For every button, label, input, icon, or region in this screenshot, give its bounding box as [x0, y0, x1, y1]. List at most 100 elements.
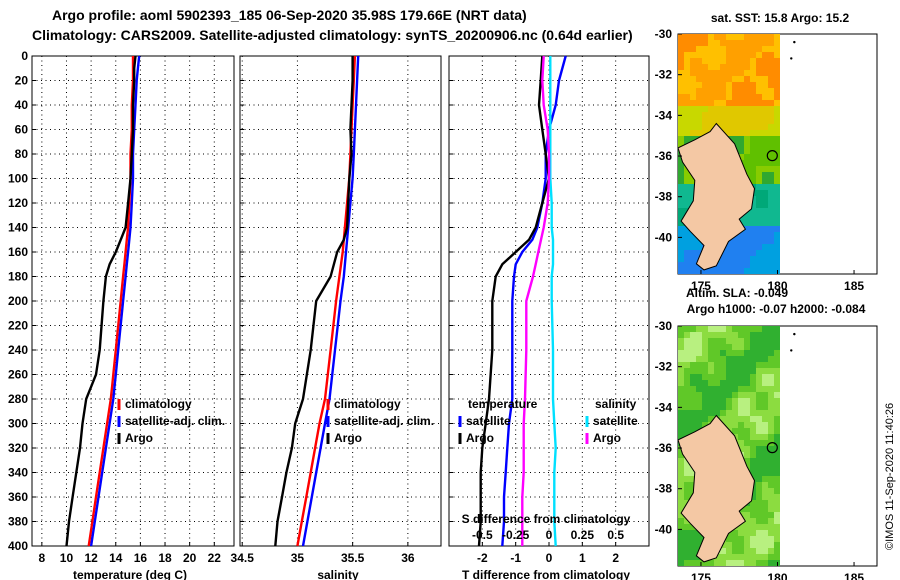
map-cell: [684, 244, 690, 250]
legend-label: climatology: [125, 397, 192, 411]
map-cell: [750, 124, 756, 130]
map-cell: [720, 362, 726, 368]
map-cell: [684, 386, 690, 392]
map-cell: [756, 184, 762, 190]
map-cell: [678, 166, 684, 172]
map-cell: [732, 422, 738, 428]
map-cell: [774, 106, 780, 112]
map-cell: [684, 118, 690, 124]
map-cell: [750, 506, 756, 512]
y-tick-label: 120: [8, 196, 28, 210]
map-cell: [762, 470, 768, 476]
map-cell: [684, 398, 690, 404]
map-cell: [750, 392, 756, 398]
map-cell: [678, 524, 684, 530]
map-cell: [750, 368, 756, 374]
map-cell: [726, 326, 732, 332]
map-cell: [690, 428, 696, 434]
map-cell: [696, 410, 702, 416]
y-tick-label: 20: [15, 74, 29, 88]
map-cell: [750, 452, 756, 458]
map-cell: [750, 350, 756, 356]
map-cell: [690, 542, 696, 548]
map-cell: [768, 106, 774, 112]
map-cell: [678, 262, 684, 268]
map-cell: [714, 362, 720, 368]
map-cell: [738, 560, 744, 566]
sla-map-panel: -30 -32 -34 -36 -38 -40 175 180 185: [655, 319, 878, 580]
map-cell: [744, 374, 750, 380]
map-y-tick-label: -32: [655, 68, 673, 82]
map-cell: [726, 350, 732, 356]
map-cell: [684, 232, 690, 238]
map-cell: [678, 464, 684, 470]
map-cell: [762, 94, 768, 100]
map-cell: [762, 458, 768, 464]
map-cell: [768, 548, 774, 554]
map-cell: [678, 136, 684, 142]
map-cell: [768, 268, 774, 274]
map-cell: [684, 184, 690, 190]
temperature-panel: 0 20 40 60 80 100 120 140 160 180 200 220 240 260 280 3…: [8, 49, 235, 565]
map-cell: [678, 470, 684, 476]
map-cell: [762, 136, 768, 142]
map-cell: [738, 542, 744, 548]
map-cell: [690, 560, 696, 566]
map-cell: [750, 112, 756, 118]
map-cell: [768, 88, 774, 94]
map-cell: [738, 154, 744, 160]
map-cell: [708, 326, 714, 332]
x-tick-label: 36: [401, 551, 415, 565]
map-cell: [774, 350, 780, 356]
map-cell: [678, 416, 684, 422]
map-cell: [678, 512, 684, 518]
map-cell: [732, 238, 738, 244]
map-cell: [714, 94, 720, 100]
map-cell: [738, 250, 744, 256]
map-cell: [768, 560, 774, 566]
map-cell: [744, 554, 750, 560]
map-cell: [762, 130, 768, 136]
legend-label: satellite: [593, 414, 638, 428]
map-cell: [678, 94, 684, 100]
map-cell: [750, 148, 756, 154]
map-cell: [768, 58, 774, 64]
map-cell: [708, 34, 714, 40]
map-cell: [774, 518, 780, 524]
map-cell: [756, 190, 762, 196]
map-cell: [756, 362, 762, 368]
map-cell: [750, 208, 756, 214]
map-cell: [714, 410, 720, 416]
map-cell: [720, 94, 726, 100]
map-cell: [774, 434, 780, 440]
s-tick-label: 0: [546, 528, 553, 542]
map-cell: [744, 82, 750, 88]
map-cell: [750, 374, 756, 380]
map-cell: [750, 250, 756, 256]
map-cell: [702, 404, 708, 410]
map-cell: [744, 226, 750, 232]
map-cell: [774, 416, 780, 422]
map-cell: [684, 548, 690, 554]
map-cell: [690, 238, 696, 244]
map-cell: [690, 338, 696, 344]
map-cell: [774, 548, 780, 554]
legend-label: satellite: [466, 414, 511, 428]
map-cell: [696, 70, 702, 76]
map-y-tick-label: -30: [655, 27, 673, 41]
map-cell: [756, 542, 762, 548]
map-cell: [732, 64, 738, 70]
map-cell: [762, 374, 768, 380]
map-cell: [720, 70, 726, 76]
map-cell: [774, 58, 780, 64]
map-cell: [696, 404, 702, 410]
map-cell: [678, 70, 684, 76]
map-cell: [738, 232, 744, 238]
map-cell: [762, 452, 768, 458]
map-cell: [696, 398, 702, 404]
map-cell: [768, 196, 774, 202]
map-cell: [756, 58, 762, 64]
map-cell: [732, 244, 738, 250]
map-cell: [750, 500, 756, 506]
map-cell: [684, 374, 690, 380]
